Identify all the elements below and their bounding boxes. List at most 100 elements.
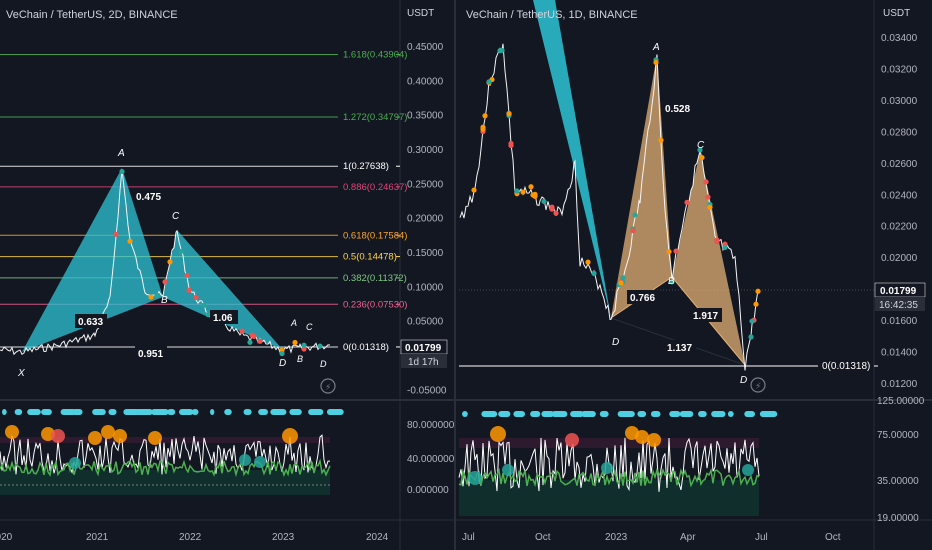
axis-tick-label: 0.45000 bbox=[407, 42, 444, 53]
osc-signal-bar bbox=[72, 409, 83, 415]
signal-dot bbox=[184, 272, 190, 278]
fib-label: 0.886(0.24637) bbox=[343, 182, 407, 193]
right-time-axis: Jul Oct 2023 Apr Jul Oct bbox=[462, 532, 841, 543]
axis-tick-label: Jul bbox=[462, 532, 475, 543]
right-chart-title: VeChain / TetherUS, 1D, BINANCE bbox=[466, 9, 638, 21]
signal-dot bbox=[154, 292, 160, 298]
signal-dot bbox=[666, 249, 672, 255]
signal-dot bbox=[247, 339, 253, 345]
osc-signal-bar bbox=[308, 409, 324, 415]
axis-tick-label: 35.00000 bbox=[877, 476, 919, 487]
signal-dot bbox=[591, 270, 597, 276]
lightning-icon[interactable] bbox=[750, 377, 766, 393]
signal-dot bbox=[618, 280, 624, 286]
axis-tick-label: 0.40000 bbox=[407, 76, 444, 87]
axis-tick-label: 2024 bbox=[366, 532, 389, 543]
axis-tick-label: Jul bbox=[755, 532, 768, 543]
osc-dot bbox=[101, 425, 115, 439]
signal-dot bbox=[127, 238, 133, 244]
signal-dot bbox=[186, 287, 192, 293]
osc-signal-bar bbox=[289, 409, 302, 415]
lightning-icon[interactable] bbox=[320, 378, 336, 394]
right-fib-label: 0(0.01318) bbox=[822, 361, 870, 372]
axis-tick-label: 0.03000 bbox=[881, 96, 918, 107]
mini-point-b: B bbox=[297, 354, 303, 364]
axis-tick-label: 0.02400 bbox=[881, 190, 918, 201]
axis-tick-label: 75.00000 bbox=[877, 430, 919, 441]
osc-dot bbox=[742, 464, 754, 476]
signal-dot bbox=[714, 237, 720, 243]
osc-signal-bar bbox=[759, 411, 778, 417]
osc-signal-bar bbox=[462, 411, 468, 417]
osc-signal-bar bbox=[41, 409, 52, 415]
osc-signal-bar bbox=[191, 409, 199, 415]
osc-signal-bar bbox=[513, 411, 525, 417]
osc-signal-bar bbox=[669, 411, 681, 417]
osc-signal-bar bbox=[270, 409, 287, 415]
svg-text:⚡: ⚡ bbox=[325, 382, 331, 392]
signal-dot bbox=[317, 343, 323, 349]
right-pattern-bcd bbox=[672, 152, 745, 365]
axis-tick-label: 0.05000 bbox=[407, 317, 444, 328]
signal-dot bbox=[486, 79, 492, 85]
left-chart-title: VeChain / TetherUS, 2D, BINANCE bbox=[6, 9, 178, 21]
signal-dot bbox=[549, 204, 555, 210]
fib-label: 0.382(0.11372) bbox=[343, 273, 407, 284]
osc-dot bbox=[490, 426, 506, 442]
signal-dot bbox=[251, 333, 257, 340]
signal-dot bbox=[480, 126, 486, 132]
fib-label: 1.618(0.43904) bbox=[343, 50, 407, 61]
osc-signal-bar bbox=[167, 409, 176, 415]
signal-dot bbox=[673, 248, 679, 254]
left-price-tag: 0.01799 bbox=[405, 343, 442, 354]
fib-levels: 1.618(0.43904) 1.272(0.34797) 1(0.27638) 0.… bbox=[0, 50, 407, 353]
osc-signal-bar bbox=[570, 411, 584, 417]
pattern-triangle-xab bbox=[22, 168, 163, 352]
left-osc-axis: 80.000000 40.000000 0.000000 bbox=[407, 420, 455, 496]
axis-tick-label: 80.000000 bbox=[407, 420, 455, 431]
fib-label: 1.272(0.34797) bbox=[343, 112, 407, 123]
fib-label: 0.618(0.17584) bbox=[343, 230, 407, 241]
axis-tick-label: Oct bbox=[825, 532, 841, 543]
fib-label: 0(0.01318) bbox=[343, 342, 389, 353]
pattern-point-x: X bbox=[17, 368, 25, 379]
right-pattern-xa bbox=[533, 0, 611, 318]
signal-dot bbox=[632, 212, 638, 218]
osc-signal-bar bbox=[134, 409, 153, 415]
axis-tick-label: 0.02600 bbox=[881, 159, 918, 170]
axis-tick-label: 40.000000 bbox=[407, 454, 455, 465]
signal-dot bbox=[620, 275, 626, 281]
osc-dot bbox=[239, 454, 251, 466]
mini-point-a: A bbox=[290, 318, 297, 328]
right-oscillator bbox=[458, 411, 778, 516]
osc-signal-bar bbox=[727, 411, 734, 417]
axis-tick-label: 19.00000 bbox=[877, 513, 919, 524]
right-currency: USDT bbox=[883, 8, 910, 19]
right-osc-axis: 125.00000 75.00000 35.00000 19.00000 bbox=[877, 396, 925, 524]
signal-dot bbox=[193, 294, 199, 300]
signal-dot bbox=[748, 334, 754, 340]
signal-dot bbox=[514, 188, 520, 194]
axis-tick-label: 2022 bbox=[179, 532, 202, 543]
signal-dot bbox=[301, 346, 307, 352]
pattern-point-c: C bbox=[697, 140, 705, 151]
pattern-point-a: A bbox=[117, 148, 125, 159]
signal-dot bbox=[239, 328, 245, 334]
osc-dot bbox=[5, 425, 19, 439]
osc-dot bbox=[565, 433, 579, 447]
axis-tick-label: 0.01200 bbox=[881, 379, 918, 390]
osc-signal-bar bbox=[637, 411, 647, 417]
axis-tick-label: 0.01600 bbox=[881, 316, 918, 327]
signal-dot bbox=[508, 140, 514, 147]
signal-dot bbox=[532, 193, 538, 199]
axis-tick-label: 0.02800 bbox=[881, 127, 918, 138]
osc-dot bbox=[601, 462, 613, 474]
left-countdown: 1d 17h bbox=[408, 357, 439, 368]
osc-dot bbox=[468, 471, 482, 485]
signal-dot bbox=[167, 259, 173, 265]
pattern-point-d: D bbox=[279, 358, 286, 369]
osc-signal-bar bbox=[599, 411, 609, 417]
signal-dot bbox=[205, 311, 211, 318]
